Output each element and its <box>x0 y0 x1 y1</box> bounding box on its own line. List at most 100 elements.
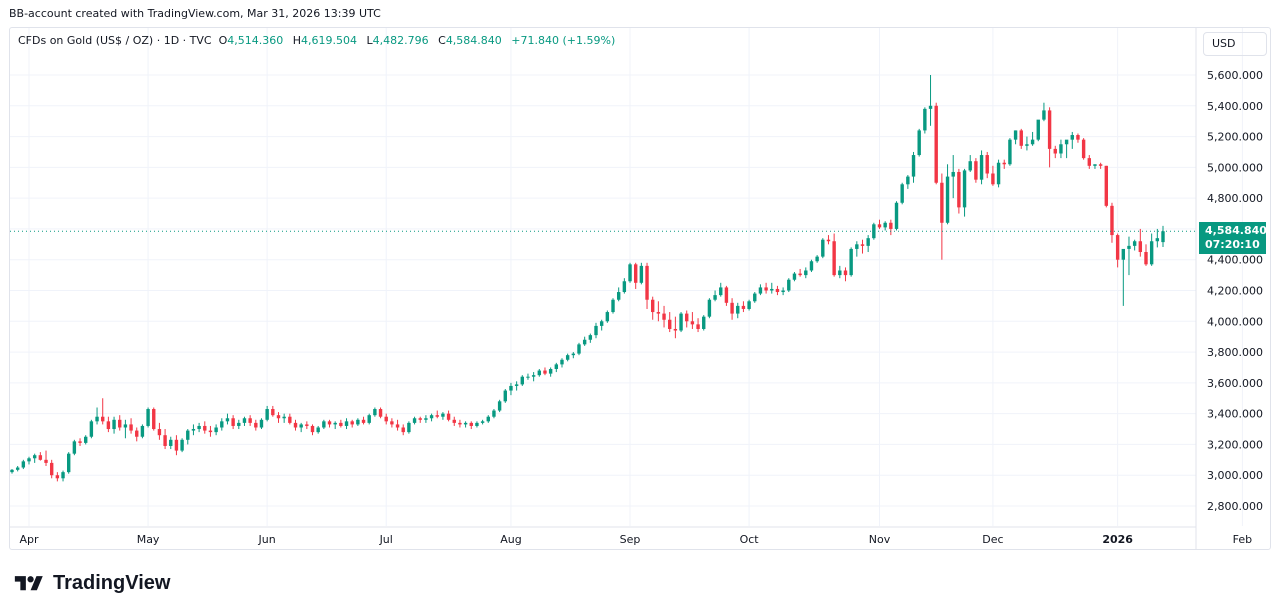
candle[interactable] <box>435 410 439 419</box>
candle[interactable] <box>305 421 309 430</box>
candle[interactable] <box>15 465 20 472</box>
candle[interactable] <box>469 421 473 430</box>
candle[interactable] <box>860 239 865 254</box>
candle[interactable] <box>605 310 610 323</box>
candle[interactable] <box>299 422 303 433</box>
candle[interactable] <box>55 472 60 482</box>
currency-button[interactable]: USD <box>1203 32 1267 56</box>
candle[interactable] <box>174 435 179 456</box>
candle[interactable] <box>996 159 1001 188</box>
candle[interactable] <box>350 419 354 428</box>
candle[interactable] <box>288 413 292 425</box>
candle[interactable] <box>894 201 899 231</box>
candle[interactable] <box>10 469 14 474</box>
candle[interactable] <box>594 322 598 339</box>
candle[interactable] <box>424 415 428 423</box>
candle[interactable] <box>129 418 133 434</box>
candle[interactable] <box>242 416 247 426</box>
candle[interactable] <box>254 419 258 431</box>
candle[interactable] <box>821 238 825 259</box>
candle[interactable] <box>520 375 524 386</box>
candle[interactable] <box>656 301 661 322</box>
candle[interactable] <box>582 336 587 346</box>
candle[interactable] <box>475 421 479 428</box>
candle[interactable] <box>237 419 241 430</box>
candle[interactable] <box>900 182 904 205</box>
candle[interactable] <box>66 452 71 474</box>
candle[interactable] <box>1098 162 1103 169</box>
candle[interactable] <box>1070 131 1074 149</box>
candle[interactable] <box>1042 102 1046 122</box>
candle[interactable] <box>616 287 621 302</box>
candle[interactable] <box>838 265 842 279</box>
candle[interactable] <box>1019 128 1023 149</box>
candle[interactable] <box>480 419 485 425</box>
candle[interactable] <box>327 419 332 428</box>
candle[interactable] <box>832 233 836 277</box>
candle[interactable] <box>1093 164 1097 169</box>
candle[interactable] <box>1008 138 1012 166</box>
candle[interactable] <box>923 107 927 134</box>
candle[interactable] <box>1138 228 1143 257</box>
candle[interactable] <box>889 219 893 236</box>
candle[interactable] <box>747 299 751 311</box>
candle[interactable] <box>531 372 536 382</box>
candle[interactable] <box>928 75 933 126</box>
candle[interactable] <box>696 318 700 333</box>
candle[interactable] <box>429 413 434 422</box>
candle[interactable] <box>792 272 797 282</box>
candle[interactable] <box>991 165 995 186</box>
candle[interactable] <box>271 405 275 417</box>
candle[interactable] <box>957 168 961 214</box>
candle[interactable] <box>446 410 451 422</box>
candle[interactable] <box>724 285 729 306</box>
candle[interactable] <box>191 424 196 436</box>
candle[interactable] <box>940 173 944 260</box>
candle[interactable] <box>390 418 394 428</box>
candle[interactable] <box>917 128 921 157</box>
candle[interactable] <box>622 278 627 294</box>
candle[interactable] <box>645 262 649 309</box>
candle[interactable] <box>123 419 128 439</box>
candle[interactable] <box>1076 133 1080 143</box>
candle[interactable] <box>225 413 230 425</box>
candle[interactable] <box>934 102 938 185</box>
candle[interactable] <box>1087 155 1091 169</box>
candle[interactable] <box>367 413 371 425</box>
candle[interactable] <box>101 398 105 425</box>
candle[interactable] <box>395 419 400 431</box>
candle[interactable] <box>906 175 910 189</box>
candle[interactable] <box>628 262 632 283</box>
candle[interactable] <box>361 416 366 425</box>
candle[interactable] <box>1047 107 1052 168</box>
candle[interactable] <box>1064 139 1069 159</box>
candle[interactable] <box>1132 239 1137 251</box>
candle[interactable] <box>1030 131 1035 146</box>
candle[interactable] <box>741 301 746 313</box>
candle[interactable] <box>412 416 417 425</box>
candle[interactable] <box>815 255 819 263</box>
candle[interactable] <box>310 424 315 436</box>
candle[interactable] <box>673 316 678 339</box>
candle[interactable] <box>985 151 989 179</box>
candle[interactable] <box>781 287 785 296</box>
candle[interactable] <box>979 150 984 185</box>
candle[interactable] <box>764 282 768 294</box>
candle[interactable] <box>1144 244 1148 266</box>
candle[interactable] <box>135 427 139 442</box>
candle[interactable] <box>804 267 808 279</box>
candle[interactable] <box>1081 138 1086 160</box>
candle[interactable] <box>208 425 213 437</box>
candle[interactable] <box>1121 248 1126 306</box>
candle[interactable] <box>1127 236 1131 276</box>
candle[interactable] <box>1053 145 1057 159</box>
candle[interactable] <box>945 164 950 225</box>
candle[interactable] <box>106 416 111 433</box>
candle[interactable] <box>169 436 173 450</box>
candle[interactable] <box>577 342 581 356</box>
candle[interactable] <box>775 285 780 296</box>
candle[interactable] <box>554 362 559 373</box>
candle[interactable] <box>974 158 978 183</box>
candle[interactable] <box>968 155 972 172</box>
candle[interactable] <box>1155 228 1160 248</box>
